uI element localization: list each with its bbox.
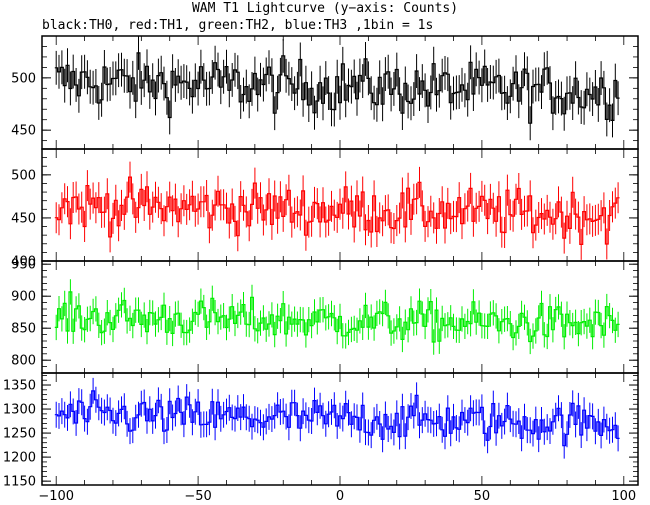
panel-th3: 1150 1200 1250 1300 1350 <box>3 372 639 490</box>
series-th0 <box>54 36 620 141</box>
panel-th1: 400 450 500 <box>11 148 639 270</box>
y-tick-label: 450 <box>11 124 36 139</box>
panel-th0: 450 500 <box>11 35 639 150</box>
x-tick-label: −100 <box>38 489 74 504</box>
chart-subtitle: black:TH0, red:TH1, green:TH2, blue:TH3 … <box>42 18 434 33</box>
panel-th2: 800 850 900 950 <box>11 258 639 374</box>
y-tick-label: 1350 <box>3 379 36 394</box>
y-tick-label: 450 <box>11 211 36 226</box>
x-tick-label: 100 <box>611 489 636 504</box>
y-tick-label: 1300 <box>3 403 36 418</box>
step-line-th0 <box>54 52 620 124</box>
x-tick-label: −50 <box>184 489 211 504</box>
y-tick-label: 850 <box>11 322 36 337</box>
step-line-th3 <box>54 390 620 447</box>
y-tick-label: 400 <box>11 255 36 270</box>
series-th1 <box>54 161 620 260</box>
chart-title: WAM T1 Lightcurve (y−axis: Counts) <box>191 1 459 16</box>
y-tick-label: 950 <box>11 258 36 273</box>
error-bars-th1 <box>55 161 619 260</box>
y-tick-label: 900 <box>11 290 36 305</box>
y-tick-label: 800 <box>11 354 36 369</box>
step-line-th1 <box>54 176 620 245</box>
y-tick-label: 1200 <box>3 451 36 466</box>
x-tick-label: 0 <box>336 489 344 504</box>
y-tick-label: 1250 <box>3 427 36 442</box>
y-tick-label: 500 <box>11 71 36 86</box>
step-line-th2 <box>54 291 620 343</box>
x-tick-label: 50 <box>474 489 491 504</box>
error-bars-th3 <box>55 377 619 459</box>
y-tick-label: 500 <box>11 168 36 183</box>
y-tick-label: 1150 <box>3 475 36 490</box>
series-th2 <box>54 279 620 355</box>
series-th3 <box>54 377 620 459</box>
